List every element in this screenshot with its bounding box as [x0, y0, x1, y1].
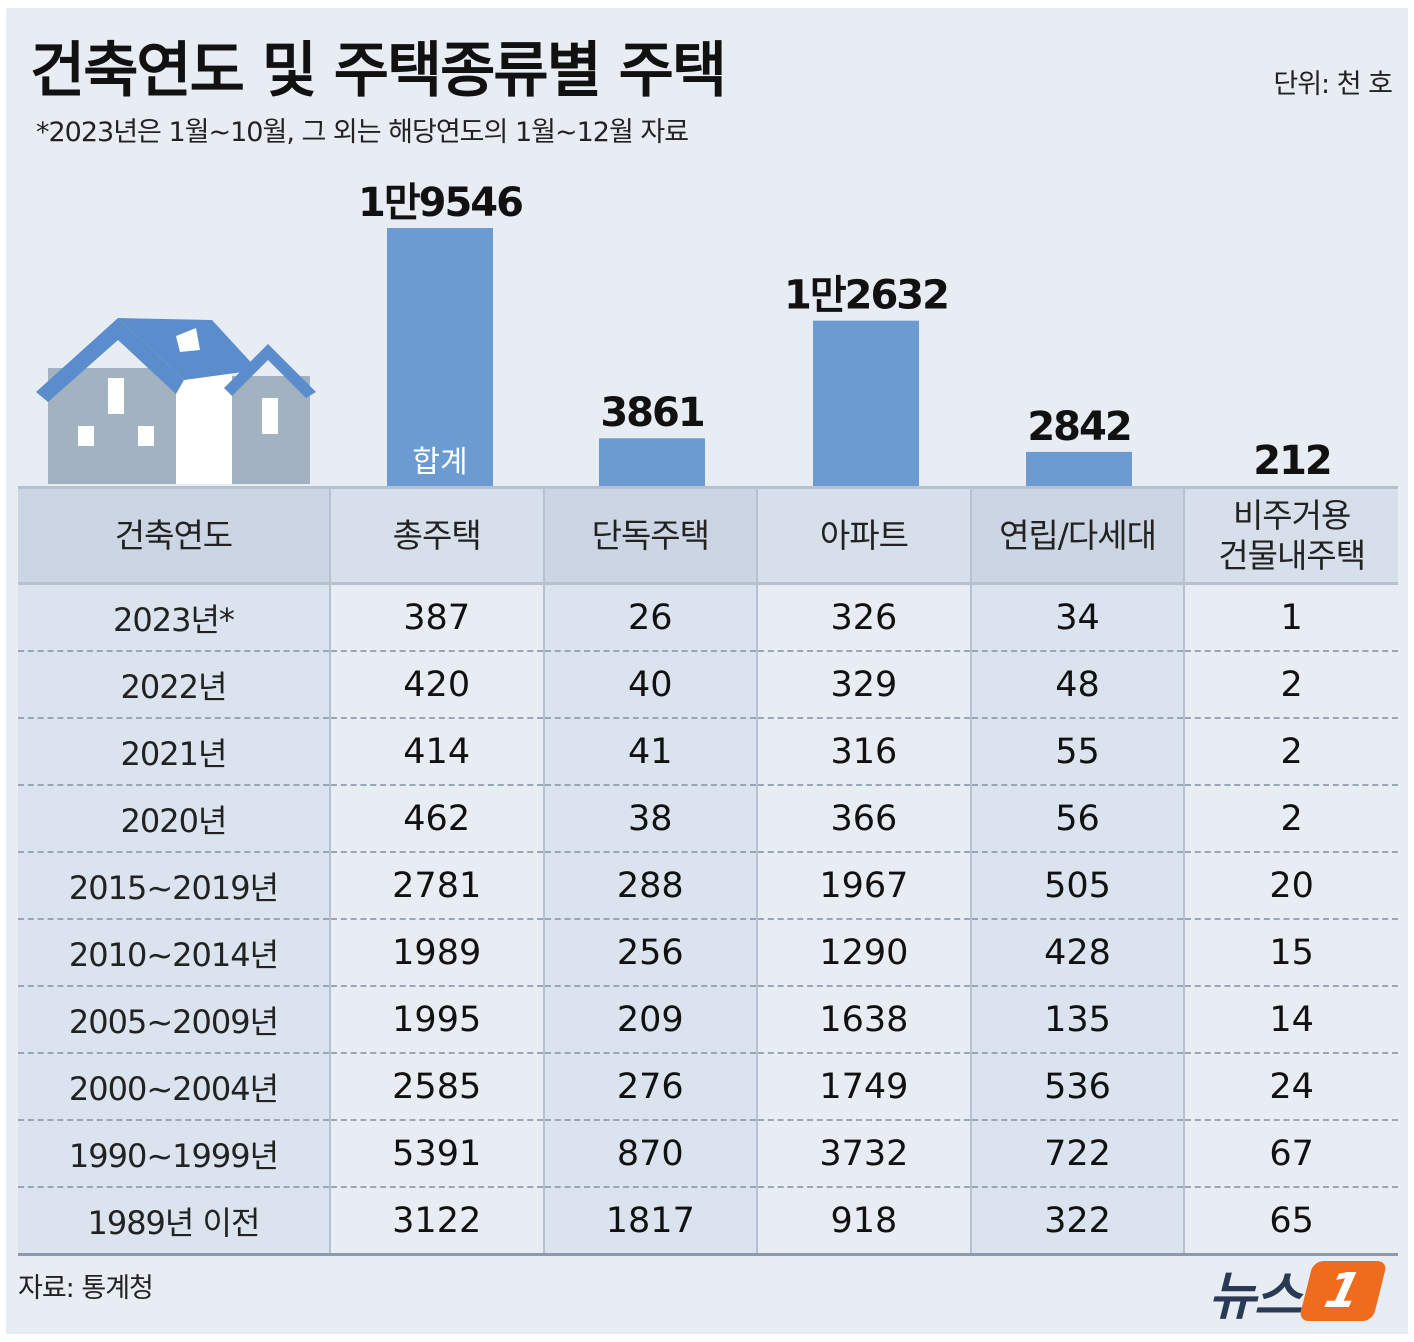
bar-chart: 1만9546 합계 3861 1만2632 2842 212 [36, 180, 1345, 490]
table-row: 2015~2019년 2781 288 1967 505 20 [18, 852, 1398, 920]
row-label: 2022년 [18, 651, 331, 719]
logo-text: 뉴스 [1208, 1266, 1302, 1327]
table-cell: 5391 [329, 1120, 545, 1188]
table-cell: 26 [543, 583, 759, 652]
table-cell: 48 [970, 651, 1186, 719]
table-cell: 256 [543, 919, 759, 987]
table-cell: 1 [1184, 583, 1398, 652]
data-table: 건축연도 총주택 단독주택 아파트 연립/다세대 비주거용 건물내주택 2023년* 387… [18, 486, 1398, 1256]
table-cell: 14 [1184, 986, 1398, 1054]
table-row: 2000~2004년 2585 276 1749 536 24 [18, 1053, 1398, 1121]
table-cell: 2585 [329, 1053, 545, 1121]
table-cell: 1290 [757, 919, 972, 987]
column-header-4: 아파트 [757, 487, 972, 584]
bar-value-label-4: 2842 [1027, 404, 1130, 450]
table-cell: 722 [970, 1120, 1186, 1188]
table-cell: 288 [543, 852, 759, 920]
table-cell: 67 [1184, 1120, 1398, 1188]
table-cell: 15 [1184, 919, 1398, 987]
table-row: 1990~1999년 5391 870 3732 722 67 [18, 1120, 1398, 1188]
table-cell: 56 [970, 785, 1186, 853]
bar-2 [599, 438, 705, 490]
table-cell: 387 [329, 583, 545, 652]
table-header-row: 건축연도 총주택 단독주택 아파트 연립/다세대 비주거용 건물내주택 [18, 487, 1398, 584]
table-cell: 870 [543, 1120, 759, 1188]
table-row: 1989년 이전 3122 1817 918 322 65 [18, 1187, 1398, 1256]
table-cell: 41 [543, 718, 759, 786]
column-header-2: 총주택 [329, 487, 545, 584]
table-cell: 316 [757, 718, 972, 786]
table-cell: 3122 [329, 1187, 545, 1256]
table-cell: 2 [1184, 651, 1398, 719]
table-cell: 322 [970, 1187, 1186, 1256]
table-cell: 428 [970, 919, 1186, 987]
table-cell: 1817 [543, 1187, 759, 1256]
table-cell: 1749 [757, 1053, 972, 1121]
table-row: 2023년* 387 26 326 34 1 [18, 583, 1398, 652]
table-cell: 40 [543, 651, 759, 719]
table-cell: 918 [757, 1187, 972, 1256]
table-cell: 420 [329, 651, 545, 719]
bar-value-label-5: 212 [1253, 438, 1331, 484]
table-row: 2010~2014년 1989 256 1290 428 15 [18, 919, 1398, 987]
table-cell: 2781 [329, 852, 545, 920]
house-icon [36, 318, 316, 484]
table-cell: 366 [757, 785, 972, 853]
subtitle-note: *2023년은 1월~10월, 그 외는 해당연도의 1월~12월 자료 [36, 117, 689, 148]
column-header-5: 연립/다세대 [970, 487, 1186, 584]
table-cell: 276 [543, 1053, 759, 1121]
bar-inside-label: 합계 [412, 445, 467, 480]
unit-label: 단위: 천 호 [1273, 69, 1393, 100]
column-header-3: 단독주택 [543, 487, 759, 584]
source-credit: 자료: 통계청 [18, 1273, 154, 1304]
row-label: 2023년* [18, 583, 331, 652]
table-cell: 24 [1184, 1053, 1398, 1121]
row-label: 1990~1999년 [18, 1120, 331, 1188]
table-row: 2021년 414 41 316 55 2 [18, 718, 1398, 786]
bar-3 [813, 320, 919, 490]
logo-badge: 1 [1298, 1261, 1388, 1321]
bar-value-label-3: 1만2632 [784, 273, 948, 319]
row-label: 2021년 [18, 718, 331, 786]
table-cell: 34 [970, 583, 1186, 652]
table-cell: 65 [1184, 1187, 1398, 1256]
table-cell: 462 [329, 785, 545, 853]
table-cell: 209 [543, 986, 759, 1054]
news1-logo: 뉴스 1 [1208, 1256, 1388, 1327]
row-label: 2005~2009년 [18, 986, 331, 1054]
table-cell: 414 [329, 718, 545, 786]
row-label: 2000~2004년 [18, 1053, 331, 1121]
page-title: 건축연도 및 주택종류별 주택 [30, 36, 727, 106]
bar-5 [1239, 486, 1345, 490]
table-cell: 1989 [329, 919, 545, 987]
table-cell: 329 [757, 651, 972, 719]
table-cell: 1638 [757, 986, 972, 1054]
table-cell: 2 [1184, 718, 1398, 786]
table-cell: 55 [970, 718, 1186, 786]
table-cell: 135 [970, 986, 1186, 1054]
column-header-6: 비주거용 건물내주택 [1218, 495, 1366, 575]
bar-value-label-1: 1만9546 [358, 180, 522, 226]
table-cell: 2 [1184, 785, 1398, 853]
table-cell: 1967 [757, 852, 972, 920]
table-cell: 536 [970, 1053, 1186, 1121]
table-cell: 505 [970, 852, 1186, 920]
row-label: 1989년 이전 [18, 1187, 331, 1256]
table-cell: 3732 [757, 1120, 972, 1188]
row-label: 2010~2014년 [18, 919, 331, 987]
bar-4 [1026, 451, 1132, 490]
table-cell: 38 [543, 785, 759, 853]
table-row: 2020년 462 38 366 56 2 [18, 785, 1398, 853]
table-row: 2022년 420 40 329 48 2 [18, 651, 1398, 719]
table-cell: 20 [1184, 852, 1398, 920]
table-row: 2005~2009년 1995 209 1638 135 14 [18, 986, 1398, 1054]
column-header-1: 건축연도 [18, 487, 331, 584]
bar-value-label-2: 3861 [600, 390, 703, 436]
bar-1 [387, 228, 493, 490]
row-label: 2020년 [18, 785, 331, 853]
table-cell: 1995 [329, 986, 545, 1054]
row-label: 2015~2019년 [18, 852, 331, 920]
table-cell: 326 [757, 583, 972, 652]
